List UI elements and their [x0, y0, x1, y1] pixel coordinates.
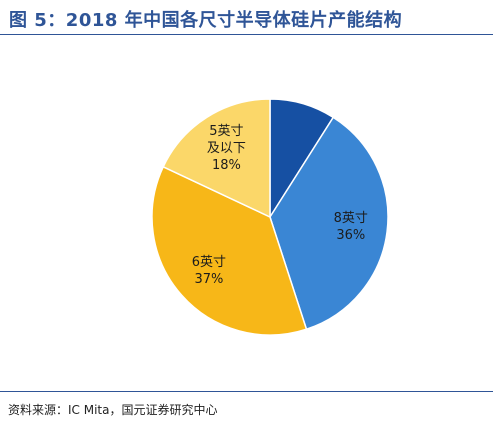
pie-slices: [151, 98, 389, 336]
slice-label: 5英寸: [209, 124, 243, 139]
source-note: 资料来源：IC Mita，国元证券研究中心: [8, 403, 218, 417]
slice-label: 6英寸: [192, 255, 226, 270]
slice-label: 8英寸: [334, 211, 368, 226]
title-divider: [0, 34, 493, 35]
slice-label: 37%: [194, 272, 223, 287]
figure-title: 图 5：2018 年中国各尺寸半导体硅片产能结构: [9, 10, 403, 31]
pie-slice: [269, 116, 389, 331]
slice-label: 18%: [212, 158, 241, 173]
footer-divider: [0, 391, 493, 392]
pie-slice: [151, 165, 308, 336]
slice-label: 及以下: [207, 141, 246, 156]
pie-slice: [162, 98, 271, 219]
slice-label: 36%: [336, 228, 365, 243]
